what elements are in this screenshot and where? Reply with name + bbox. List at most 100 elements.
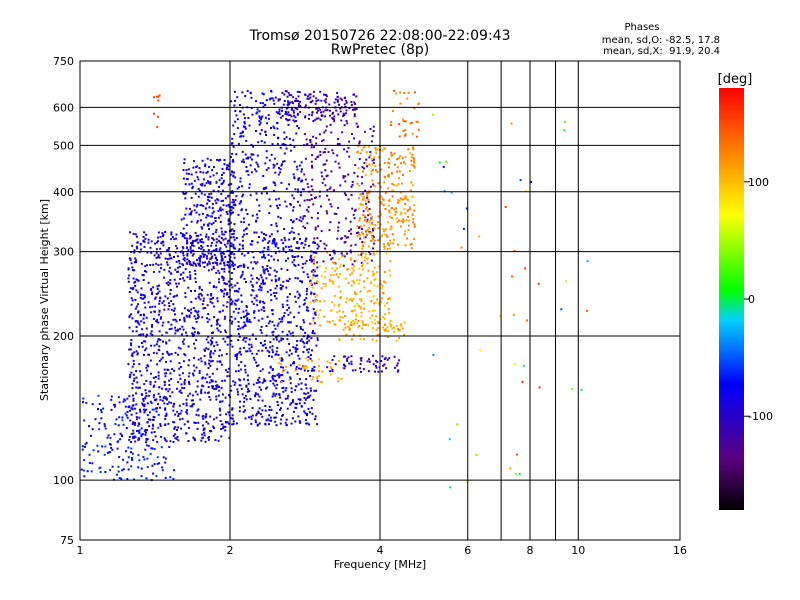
data-point [188,183,191,186]
data-point [362,236,365,239]
data-point [391,110,394,112]
data-point [307,407,310,410]
data-point [215,241,218,244]
data-point [300,256,303,259]
data-point [282,380,285,383]
data-point [248,183,251,186]
data-point [130,313,133,316]
data-point [211,255,214,258]
data-point [284,200,287,203]
data-point [260,118,262,121]
data-point [136,430,138,432]
data-point [157,338,160,341]
data-point [184,213,187,216]
data-point [151,324,154,326]
data-point [179,347,182,350]
data-point [117,424,120,427]
data-point [275,338,278,341]
data-point [313,366,316,368]
data-point [158,94,161,97]
data-point [252,267,255,270]
data-point [295,132,298,135]
data-point [282,103,285,106]
data-point [323,178,326,181]
data-point [188,314,191,317]
data-point [275,111,278,114]
data-point [230,245,233,248]
data-point [143,458,146,461]
data-point [150,311,153,314]
data-point [312,95,315,98]
data-point [278,317,281,320]
data-point [332,249,335,252]
data-point [333,115,336,118]
data-point [231,251,234,254]
data-point [293,237,296,239]
data-point [221,290,224,292]
data-point [132,269,134,272]
data-point [513,363,516,366]
data-point [128,326,131,329]
data-point [265,346,267,349]
data-point [254,168,256,171]
data-point [247,313,250,315]
data-point [356,326,359,329]
data-point [309,279,312,282]
data-point [181,233,184,236]
data-point [305,208,308,211]
data-point [279,171,282,174]
data-point [410,247,413,249]
data-point [329,279,332,282]
data-point [268,405,271,408]
data-point [306,198,309,201]
data-point [200,360,203,363]
data-point [108,443,111,445]
data-point [128,316,131,319]
data-point [315,100,318,103]
data-point [230,278,233,280]
data-point [306,414,308,417]
data-point [221,258,224,260]
data-point [151,447,154,450]
data-point [169,372,172,375]
data-point [290,245,293,248]
data-point [150,287,153,290]
data-point [380,300,383,303]
data-point [286,338,289,341]
data-point [376,271,379,274]
data-point [318,313,321,316]
data-point [231,233,234,236]
data-point [248,124,251,127]
data-point [215,180,218,183]
data-point [407,91,410,94]
data-point [272,125,275,128]
data-point [373,156,376,159]
data-point [169,476,172,479]
data-point [152,376,155,379]
data-point [279,396,281,399]
data-point [256,163,259,166]
data-point [217,329,220,332]
data-point [277,207,280,209]
data-point [365,158,368,161]
y-tick-label: 200 [53,330,74,343]
data-point [284,397,287,400]
data-point [339,273,341,275]
data-point [208,262,211,265]
data-point [399,197,402,200]
data-point [206,320,209,323]
data-point [232,243,235,246]
data-point [153,310,156,313]
data-point [154,376,157,378]
data-point [226,250,229,253]
data-point [277,247,280,249]
data-point [179,318,181,321]
data-point [351,280,354,283]
data-point [192,364,195,367]
data-point [300,382,303,385]
data-point [84,443,87,446]
data-point [301,217,304,220]
data-point [253,394,256,397]
data-point [392,189,395,192]
data-point [352,213,355,216]
